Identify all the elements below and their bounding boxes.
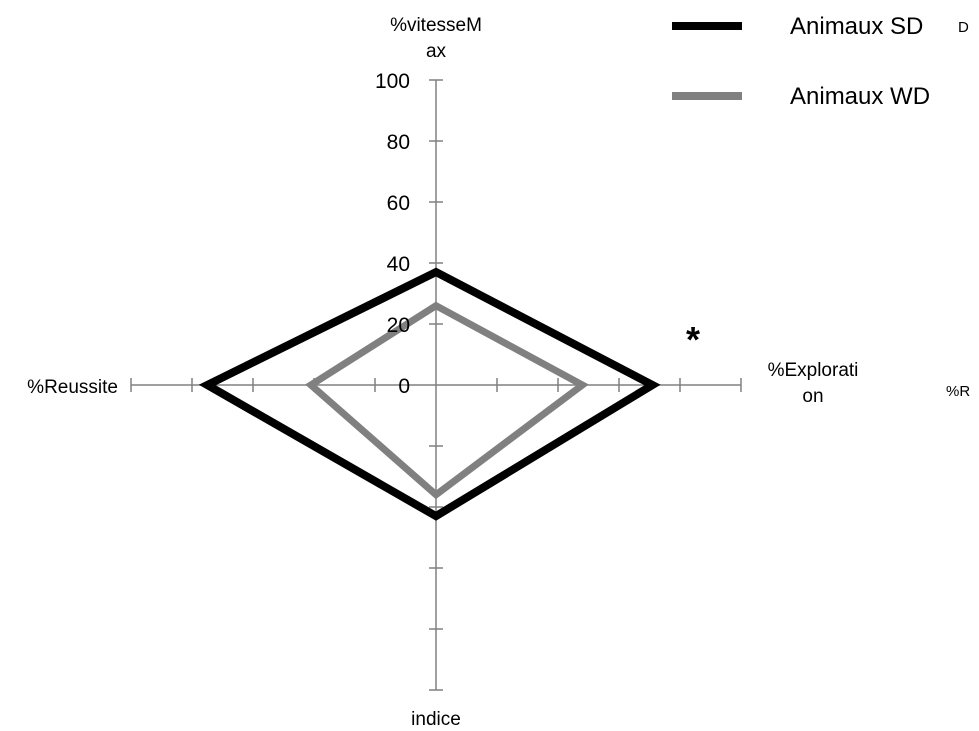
series-polygon-wd — [305, 301, 589, 500]
clipped-axis-label: %R — [946, 383, 970, 400]
tick-label: 80 — [387, 131, 410, 154]
legend-item-wd: Animaux WD — [672, 83, 930, 110]
legend-item-sd: Animaux SD — [672, 13, 923, 40]
series-polygon-sd — [198, 267, 661, 521]
significance-annotation: * — [686, 319, 700, 360]
clipped-legend-char: D — [958, 19, 969, 36]
axis-label: ax — [426, 41, 447, 62]
legend-label-sd: Animaux SD — [790, 13, 923, 40]
tick-label: 60 — [387, 192, 410, 215]
axis-labels: %vitesseM ax %Explorati on indice %Reussite — [27, 15, 858, 730]
axis-label: %Reussite — [27, 377, 118, 398]
axis-label: indice — [411, 709, 461, 730]
axes — [130, 79, 742, 691]
tick-label: 0 — [398, 375, 410, 398]
tick-label: 100 — [375, 70, 410, 93]
axis-label: on — [802, 386, 823, 407]
tick-label: 40 — [387, 253, 410, 276]
axis-label: %Explorati — [768, 360, 859, 381]
tick-labels: 0 20 40 60 80 100 — [375, 70, 410, 398]
axis-label: %vitesseM — [390, 15, 482, 36]
legend-label-wd: Animaux WD — [790, 83, 930, 110]
tick-label: 20 — [387, 314, 410, 337]
series-layer — [198, 267, 661, 521]
legend: Animaux SD Animaux WD — [672, 13, 930, 110]
